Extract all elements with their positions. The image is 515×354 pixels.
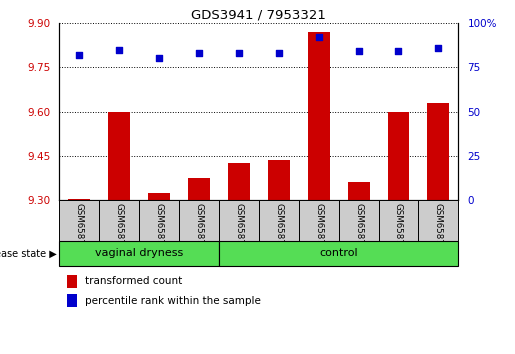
Point	[394, 48, 403, 54]
Bar	[59, 241, 219, 266]
Bar	[188, 178, 210, 200]
Text: GSM658730: GSM658730	[394, 203, 403, 256]
Text: GSM658723: GSM658723	[115, 203, 124, 256]
Point	[315, 34, 323, 40]
Text: transformed count: transformed count	[85, 276, 182, 286]
Bar	[219, 200, 259, 241]
Bar	[379, 200, 418, 241]
Bar	[179, 200, 219, 241]
Bar	[67, 295, 77, 307]
Point	[235, 50, 243, 56]
Bar	[387, 112, 409, 200]
Bar	[139, 200, 179, 241]
Bar	[99, 200, 139, 241]
Point	[274, 50, 283, 56]
Bar	[268, 160, 290, 200]
Point	[155, 56, 163, 61]
Text: GSM658725: GSM658725	[274, 203, 283, 256]
Bar	[339, 200, 379, 241]
Bar	[228, 163, 250, 200]
Text: GSM658729: GSM658729	[354, 203, 363, 256]
Point	[75, 52, 83, 58]
Title: GDS3941 / 7953321: GDS3941 / 7953321	[192, 9, 326, 22]
Bar	[67, 275, 77, 287]
Text: vaginal dryness: vaginal dryness	[95, 249, 183, 258]
Point	[354, 48, 363, 54]
Bar	[68, 199, 90, 200]
Text: GSM658728: GSM658728	[195, 203, 203, 256]
Text: GSM658727: GSM658727	[154, 203, 163, 256]
Bar	[59, 200, 99, 241]
Text: percentile rank within the sample: percentile rank within the sample	[85, 296, 261, 306]
Bar	[299, 200, 339, 241]
Bar	[259, 200, 299, 241]
Bar	[219, 241, 458, 266]
Bar	[307, 32, 330, 200]
Text: GSM658722: GSM658722	[75, 203, 83, 256]
Point	[115, 47, 123, 52]
Point	[195, 50, 203, 56]
Text: GSM658726: GSM658726	[314, 203, 323, 256]
Text: GSM658724: GSM658724	[234, 203, 243, 256]
Bar	[148, 193, 170, 200]
Text: GSM658731: GSM658731	[434, 203, 443, 256]
Point	[434, 45, 442, 51]
Bar	[427, 103, 450, 200]
Text: disease state ▶: disease state ▶	[0, 249, 57, 258]
Bar	[108, 112, 130, 200]
Bar	[348, 182, 370, 200]
Text: control: control	[319, 249, 358, 258]
Bar	[418, 200, 458, 241]
